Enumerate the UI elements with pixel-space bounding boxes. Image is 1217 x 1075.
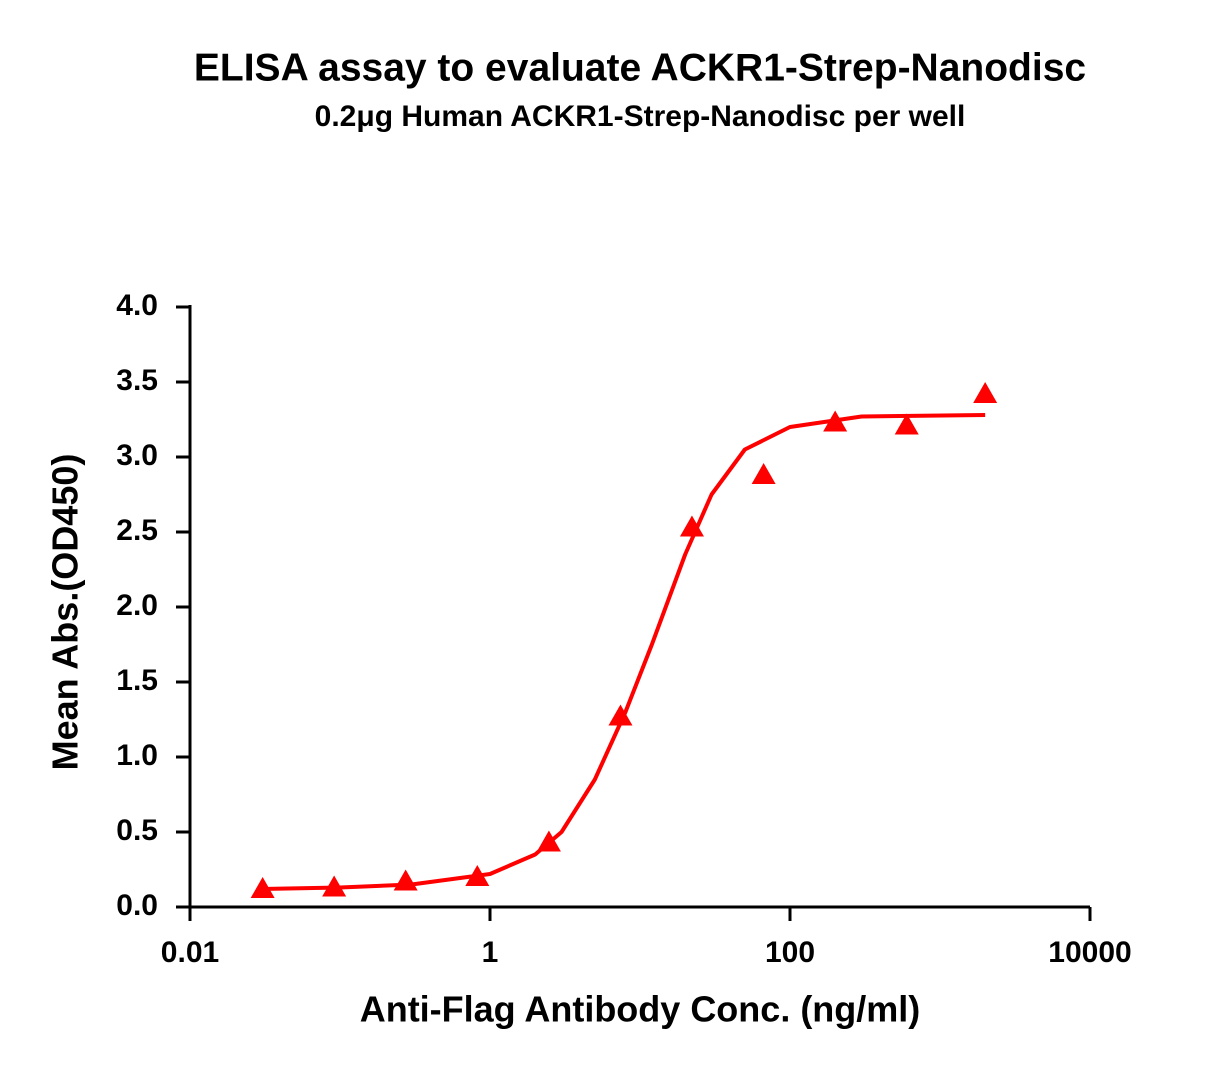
chart-title: ELISA assay to evaluate ACKR1-Strep-Nano… [194, 46, 1086, 89]
y-tick-label: 0.0 [116, 889, 158, 922]
data-point [608, 704, 633, 726]
chart-subtitle: 0.2μg Human ACKR1-Strep-Nanodisc per wel… [315, 100, 966, 133]
data-point [894, 413, 919, 435]
data-point [393, 869, 418, 891]
x-tick-label: 1 [482, 936, 499, 969]
y-tick-label: 3.5 [116, 364, 158, 397]
y-axis-label: Mean Abs.(OD450) [45, 454, 86, 771]
x-tick-label: 0.01 [161, 936, 219, 969]
y-tick-label: 2.0 [116, 589, 158, 622]
data-point [751, 463, 776, 484]
data-point [679, 515, 704, 537]
fit-curve [261, 413, 986, 891]
x-axis-label: Anti-Flag Antibody Conc. (ng/ml) [360, 989, 921, 1030]
data-point [973, 382, 998, 403]
y-tick-label: 1.0 [116, 739, 158, 772]
x-tick-label: 100 [765, 936, 815, 969]
y-tick-label: 3.0 [116, 439, 158, 472]
y-tick-label: 0.5 [116, 814, 158, 847]
y-tick-label: 4.0 [116, 289, 158, 322]
y-tick-label: 1.5 [116, 664, 158, 697]
x-tick-label: 10000 [1048, 936, 1131, 969]
y-tick-label: 2.5 [116, 514, 158, 547]
